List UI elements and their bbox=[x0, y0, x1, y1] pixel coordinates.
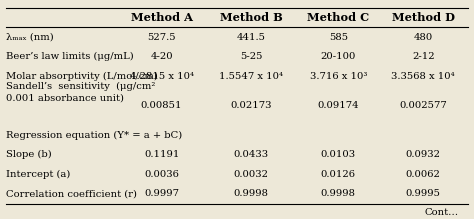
Text: 2-12: 2-12 bbox=[412, 52, 435, 61]
Text: 5-25: 5-25 bbox=[240, 52, 263, 61]
Text: 0.0036: 0.0036 bbox=[144, 170, 179, 179]
Text: Intercept (a): Intercept (a) bbox=[6, 170, 71, 179]
Text: 4-20: 4-20 bbox=[150, 52, 173, 61]
Text: 441.5: 441.5 bbox=[237, 33, 265, 42]
Text: 585: 585 bbox=[329, 33, 348, 42]
Text: λₘₐₓ (nm): λₘₐₓ (nm) bbox=[6, 33, 54, 42]
Text: Sandell’s  sensitivity  (μg/cm²
0.001 absorbance unit): Sandell’s sensitivity (μg/cm² 0.001 abso… bbox=[6, 81, 155, 102]
Text: Molar absorptivity (L/mol/cm): Molar absorptivity (L/mol/cm) bbox=[6, 72, 158, 81]
Text: 527.5: 527.5 bbox=[147, 33, 176, 42]
Text: Correlation coefficient (r): Correlation coefficient (r) bbox=[6, 189, 137, 198]
Text: 0.0932: 0.0932 bbox=[406, 150, 441, 159]
Text: 0.0433: 0.0433 bbox=[234, 150, 269, 159]
Text: 1.5547 x 10⁴: 1.5547 x 10⁴ bbox=[219, 72, 283, 81]
Text: Regression equation (Y* = a + bC): Regression equation (Y* = a + bC) bbox=[6, 131, 182, 140]
Text: 0.0032: 0.0032 bbox=[234, 170, 269, 179]
Text: 20-100: 20-100 bbox=[320, 52, 356, 61]
Text: 0.00851: 0.00851 bbox=[141, 101, 182, 110]
Text: Method A: Method A bbox=[131, 12, 192, 23]
Text: 0.9997: 0.9997 bbox=[144, 189, 179, 198]
Text: 0.0103: 0.0103 bbox=[321, 150, 356, 159]
Text: 3.716 x 10³: 3.716 x 10³ bbox=[310, 72, 367, 81]
Text: 0.002577: 0.002577 bbox=[399, 101, 447, 110]
Text: 0.02173: 0.02173 bbox=[230, 101, 272, 110]
Text: Slope (b): Slope (b) bbox=[6, 150, 52, 159]
Text: 0.0062: 0.0062 bbox=[406, 170, 440, 179]
Text: 0.0126: 0.0126 bbox=[321, 170, 356, 179]
Text: Cont…: Cont… bbox=[424, 208, 458, 217]
Text: 0.9995: 0.9995 bbox=[406, 189, 441, 198]
Text: 0.09174: 0.09174 bbox=[318, 101, 359, 110]
Text: 0.9998: 0.9998 bbox=[321, 189, 356, 198]
Text: Method C: Method C bbox=[307, 12, 369, 23]
Text: Method D: Method D bbox=[392, 12, 455, 23]
Text: 0.1191: 0.1191 bbox=[144, 150, 179, 159]
Text: 0.9998: 0.9998 bbox=[234, 189, 269, 198]
Text: 3.3568 x 10⁴: 3.3568 x 10⁴ bbox=[392, 72, 455, 81]
Text: Method B: Method B bbox=[220, 12, 283, 23]
Text: 480: 480 bbox=[413, 33, 433, 42]
Text: Beer’s law limits (μg/mL): Beer’s law limits (μg/mL) bbox=[6, 52, 134, 61]
Text: 4.2815 x 10⁴: 4.2815 x 10⁴ bbox=[129, 72, 193, 81]
